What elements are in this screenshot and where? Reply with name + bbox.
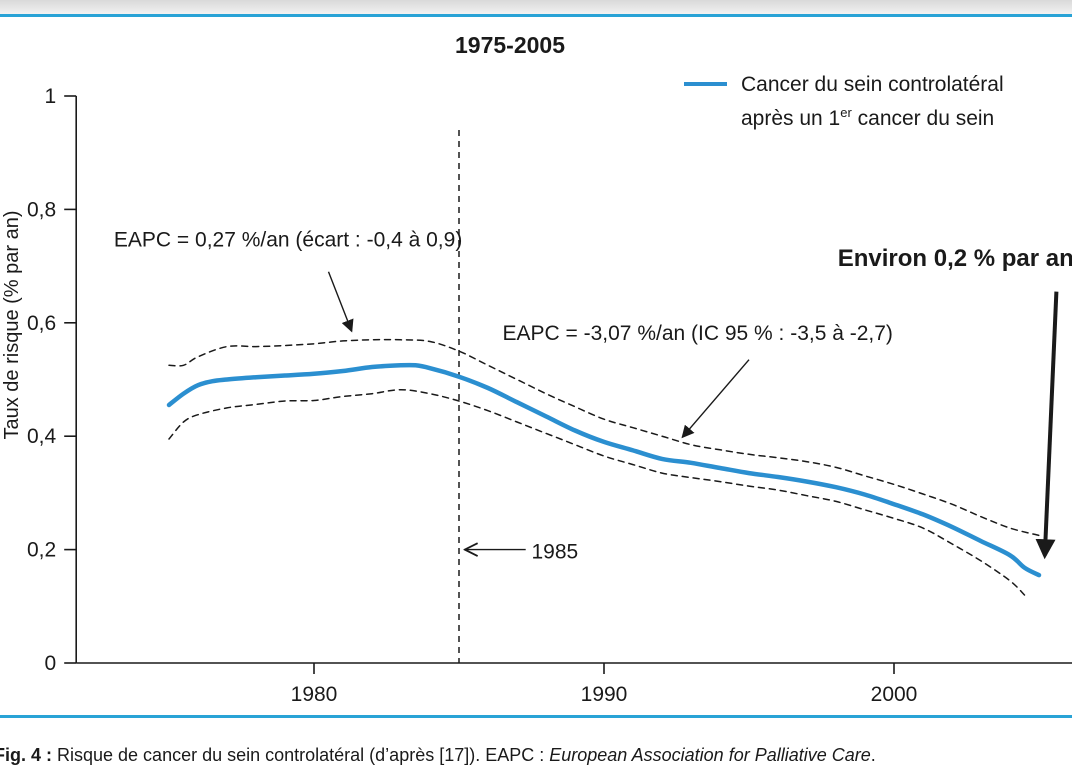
figure-caption: Fig. 4 : Risque de cancer du sein contro…: [0, 745, 1072, 766]
legend: Cancer du sein controlatéral après un 1e…: [684, 73, 1004, 130]
top-band: [0, 0, 1072, 14]
legend-label-line1: Cancer du sein controlatéral: [741, 73, 1004, 96]
annotation-eapc-1985-2005-arrow: [681, 359, 750, 439]
chart-title: 1975-2005: [455, 32, 565, 58]
caption-label: Fig. 4 :: [0, 745, 52, 765]
axes: 0 0,2 0,4 0,6 0,8 1 1980 1990 2000: [27, 85, 1072, 706]
annotation-environ-text: Environ 0,2 % par an: [838, 245, 1072, 272]
caption-end: .: [870, 745, 876, 765]
annotation-1985-text: 1985: [532, 541, 579, 564]
series-line-main: [166, 362, 1042, 578]
x-tick-label: 2000: [871, 683, 918, 706]
series-line-lower-bound: [168, 388, 1026, 596]
x-tick-label: 1990: [581, 683, 628, 706]
top-rule: [0, 14, 1072, 17]
annotation-eapc-1975-1985-text: EAPC = 0,27 %/an (écart : -0,4 à 0,9): [114, 228, 462, 251]
x-tick-label: 1980: [291, 683, 338, 706]
y-tick-label: 0: [45, 652, 57, 675]
y-axis-label: Taux de risque (% par an): [1, 210, 23, 439]
y-tick-label: 0,2: [27, 539, 56, 562]
annotation-eapc-1985-2005-text: EAPC = -3,07 %/an (IC 95 % : -3,5 à -2,7…: [503, 322, 893, 345]
y-tick-label: 1: [45, 85, 57, 108]
chart: 1975-2005 Taux de risque (% par an) Canc…: [1, 32, 1072, 706]
bottom-rule: [0, 715, 1072, 718]
caption-italic: European Association for Palliative Care: [549, 745, 871, 765]
annotation-layer: EAPC = 0,27 %/an (écart : -0,4 à 0,9) EAP…: [114, 228, 1072, 563]
annotation-environ-arrow: [1035, 291, 1059, 560]
caption-text: Risque de cancer du sein controlatéral (…: [52, 745, 550, 765]
y-tick-label: 0,8: [27, 198, 56, 221]
series-layer: [166, 338, 1042, 596]
legend-label-line2: après un 1er cancer du sein: [741, 105, 994, 130]
series-line-upper-bound: [168, 338, 1040, 537]
y-tick-label: 0,6: [27, 312, 56, 335]
annotation-eapc-1975-1985-arrow: [327, 271, 354, 333]
y-tick-label: 0,4: [27, 425, 57, 448]
